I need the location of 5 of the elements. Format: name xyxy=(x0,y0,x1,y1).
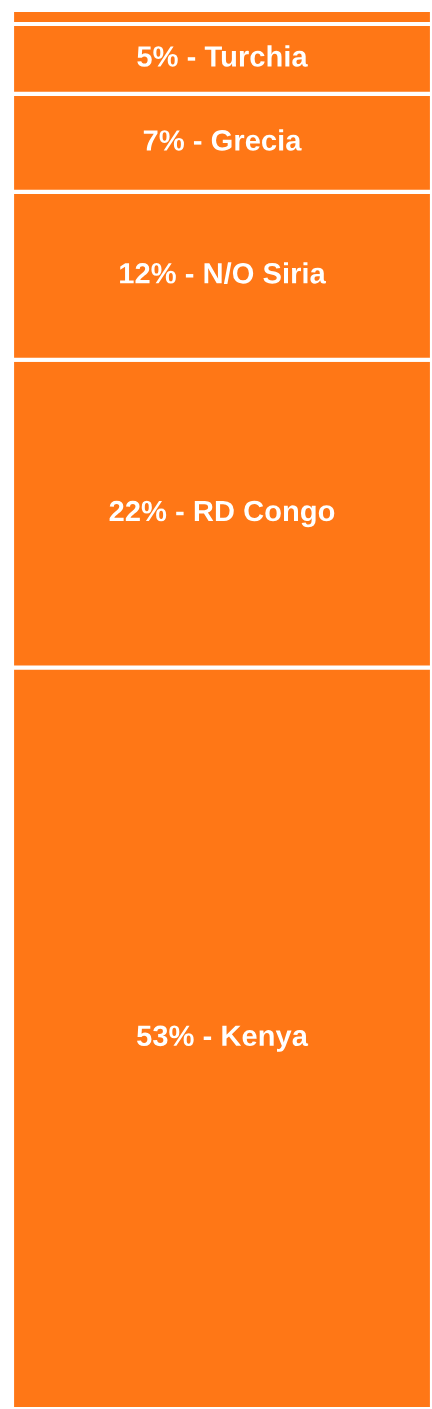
data-label: 22% - RD Congo xyxy=(109,500,335,528)
data-label: 12% - N/O Siria xyxy=(120,262,326,284)
data-label: 5% - Turchia xyxy=(137,45,308,67)
data-label: 53% - Kenya xyxy=(136,1025,309,1052)
data-label: 7% - Grecia xyxy=(143,129,302,151)
